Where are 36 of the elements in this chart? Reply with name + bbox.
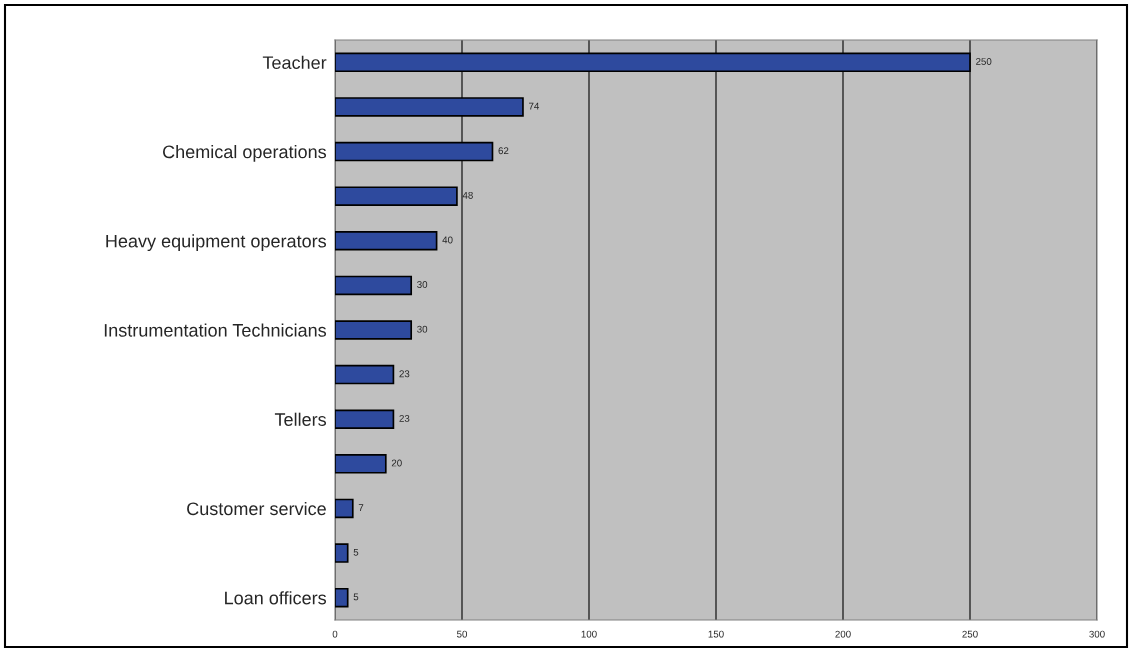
data-label: 74 [529, 102, 540, 110]
x-tick-label: 50 [456, 630, 468, 638]
bar [335, 364, 395, 385]
y-tick-label: Chemical operations [163, 145, 327, 162]
bar [335, 186, 458, 206]
x-tick-label: 150 [708, 630, 724, 638]
y-tick-label: Loan officers [225, 591, 327, 605]
bar [335, 231, 438, 251]
bar [335, 275, 413, 296]
data-label: 30 [417, 281, 428, 288]
data-label: 23 [399, 370, 410, 378]
data-label: 250 [976, 58, 992, 65]
data-label: 20 [391, 459, 402, 467]
data-label: 62 [498, 147, 509, 155]
bar [335, 409, 395, 429]
y-tick-label: Customer service [187, 501, 326, 516]
y-tick-label: Instrumentation Technicians [104, 323, 327, 337]
bar [335, 320, 413, 340]
data-label: 23 [399, 414, 410, 422]
bar [335, 454, 387, 474]
data-label: 5 [353, 593, 359, 601]
bar [335, 587, 349, 608]
y-tick-label: Heavy equipment operators [106, 234, 327, 252]
data-label: 7 [358, 504, 364, 511]
x-tick-label: 250 [962, 630, 978, 638]
data-label: 5 [353, 548, 359, 556]
bar [335, 498, 354, 519]
bar [335, 543, 349, 563]
y-tick-label: Tellers [274, 412, 327, 426]
data-label: 30 [417, 325, 428, 333]
x-tick-label: 100 [581, 630, 597, 638]
data-label: 40 [442, 236, 453, 244]
x-tick-label: 0 [332, 630, 338, 638]
x-tick-label: 200 [835, 630, 851, 638]
y-tick-label: Teacher [262, 55, 327, 70]
x-tick-label: 300 [1089, 630, 1105, 638]
